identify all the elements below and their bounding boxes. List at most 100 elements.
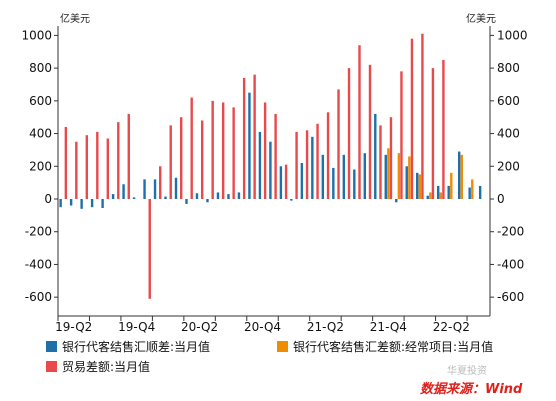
y-tick-label-right: 600 (497, 94, 520, 108)
bar-series-3 (326, 112, 330, 199)
bar-series-3 (431, 68, 435, 200)
y-tick-label-right: -200 (497, 225, 524, 239)
legend-swatch-series-1 (46, 341, 57, 352)
bar-series-3 (232, 107, 235, 199)
legend-label-series-2: 银行代客结售汇差额:经常项目:当月值 (293, 340, 494, 354)
bar-series-1 (384, 154, 387, 199)
bar-series-1 (468, 187, 471, 199)
bar-series-3 (169, 125, 172, 199)
bar-series-1 (416, 172, 419, 199)
bar-series-2 (387, 148, 390, 199)
bar-series-1 (478, 185, 482, 199)
bar-series-1 (206, 199, 209, 203)
bar-series-3 (75, 141, 78, 199)
bar-series-1 (122, 184, 125, 199)
x-tick-label: 22-Q2 (433, 320, 470, 334)
x-tick-label: 19-Q2 (55, 320, 92, 334)
bar-series-3 (117, 122, 120, 199)
y-tick-label-left: 800 (29, 61, 52, 75)
bar-series-1 (132, 197, 136, 199)
bar-series-1 (153, 179, 157, 199)
bar-series-3 (337, 89, 340, 199)
bar-series-1 (437, 185, 440, 199)
y-tick-label-right: 400 (497, 127, 520, 141)
legend-item-series-1: 银行代客结售汇顺差:当月值 (46, 338, 210, 355)
legend-label-series-1: 银行代客结售汇顺差:当月值 (62, 340, 211, 354)
x-tick-label: 20-Q4 (244, 320, 281, 334)
bar-series-1 (426, 195, 429, 199)
legend-item-series-3: 贸易差额:当月值 (46, 358, 150, 375)
bar-series-3 (379, 125, 382, 199)
y-tick-label-right: 200 (497, 159, 520, 173)
bar-series-3 (159, 166, 162, 199)
bar-series-1 (164, 196, 167, 199)
bar-series-1 (174, 177, 178, 199)
y-tick-label-right: 0 (497, 192, 505, 206)
y-tick-label-left: 1000 (21, 28, 52, 42)
bar-series-2 (439, 192, 443, 199)
y-tick-label-left: 0 (44, 192, 52, 206)
bar-series-1 (59, 199, 62, 208)
bar-series-1 (342, 154, 346, 199)
bar-series-3 (389, 117, 393, 199)
bar-series-3 (295, 131, 298, 199)
bar-series-1 (237, 192, 241, 199)
bar-series-1 (216, 192, 220, 199)
y-tick-label-right: 800 (497, 61, 520, 75)
y-tick-label-left: -600 (25, 290, 52, 304)
bar-series-1 (227, 194, 230, 199)
bar-series-3 (106, 138, 109, 199)
bar-series-1 (101, 199, 104, 208)
y-tick-label-left: -400 (25, 257, 52, 271)
bar-series-2 (397, 153, 401, 199)
bar-series-3 (274, 113, 277, 199)
bar-series-3 (200, 120, 204, 199)
bar-series-3 (180, 117, 183, 199)
bar-series-1 (332, 167, 335, 199)
bar-series-1 (290, 199, 293, 201)
bar-series-3 (127, 113, 130, 199)
bar-series-2 (408, 156, 411, 199)
bar-series-1 (143, 179, 146, 199)
x-tick-label: 19-Q4 (118, 320, 155, 334)
bar-series-1 (111, 194, 115, 199)
bar-series-1 (248, 92, 251, 199)
bar-series-3 (347, 68, 351, 200)
bar-series-2 (429, 192, 432, 199)
bar-series-3 (148, 199, 151, 299)
bar-series-3 (221, 102, 225, 199)
y-tick-label-left: -200 (25, 225, 52, 239)
bar-series-1 (269, 141, 272, 199)
y-tick-label-right: -400 (497, 257, 524, 271)
bar-series-3 (442, 59, 445, 199)
bar-series-1 (258, 131, 262, 199)
bar-series-3 (284, 164, 288, 199)
bar-series-3 (263, 102, 267, 199)
bar-series-1 (279, 166, 283, 199)
bar-series-2 (471, 179, 474, 199)
y-unit-left: 亿美元 (60, 12, 90, 25)
bar-series-1 (300, 163, 304, 199)
bar-series-2 (450, 172, 453, 199)
bar-series-3 (400, 71, 403, 199)
bar-series-2 (418, 174, 422, 199)
bar-series-2 (460, 154, 463, 199)
y-tick-label-left: 600 (29, 94, 52, 108)
bar-series-3 (253, 74, 256, 199)
bar-series-3 (368, 64, 372, 200)
bar-series-3 (358, 45, 361, 199)
legend-item-series-2: 银行代客结售汇差额:经常项目:当月值 (277, 338, 493, 355)
x-tick-label: 20-Q2 (181, 320, 218, 334)
bar-series-3 (305, 130, 309, 199)
bar-series-1 (447, 185, 450, 199)
legend-swatch-series-2 (277, 341, 288, 352)
bar-series-3 (211, 100, 214, 199)
source-note: 数据来源：Wind (420, 382, 523, 397)
watermark: 华夏投资 (447, 366, 487, 377)
bar-series-1 (311, 136, 314, 199)
bar-series-3 (96, 131, 99, 199)
bar-series-1 (395, 199, 398, 203)
bar-series-3 (410, 38, 414, 200)
legend-swatch-series-3 (46, 361, 57, 372)
